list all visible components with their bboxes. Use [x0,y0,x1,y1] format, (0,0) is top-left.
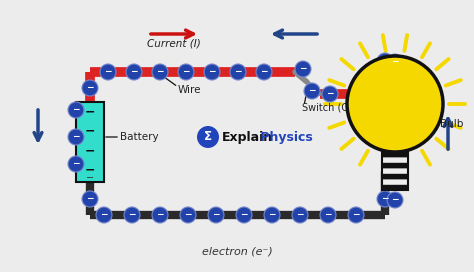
Circle shape [126,64,142,80]
Text: −: − [130,67,138,76]
Text: −: − [156,210,164,219]
Circle shape [236,207,252,223]
Text: −: − [100,210,108,219]
Text: Σ: Σ [204,131,212,144]
Text: −: − [85,163,95,177]
Circle shape [347,56,443,152]
Circle shape [197,126,219,148]
Text: −: − [391,57,399,66]
Circle shape [68,102,84,118]
Text: −: − [208,67,216,76]
Text: −: − [156,67,164,76]
Text: −: − [85,144,95,157]
Circle shape [256,64,272,80]
Text: −: − [352,89,360,98]
Text: −: − [128,210,136,219]
Circle shape [320,207,336,223]
Circle shape [292,207,308,223]
Text: −: − [381,56,389,65]
Text: Battery: Battery [120,132,159,142]
Circle shape [264,207,280,223]
Text: electron (e⁻): electron (e⁻) [201,247,273,257]
Text: −: − [212,210,220,219]
Text: Bulb: Bulb [440,119,464,129]
Circle shape [178,64,194,80]
Circle shape [152,64,168,80]
Circle shape [348,86,364,102]
Text: −: − [308,86,316,95]
Bar [382,185,408,190]
Text: −: − [72,132,80,141]
Text: −: − [86,194,94,203]
Text: −: − [240,210,248,219]
Text: −: − [85,106,95,119]
Text: −: − [296,210,304,219]
Circle shape [377,191,393,207]
Text: −: − [324,210,332,219]
Text: −: − [381,194,389,203]
Text: −: − [184,210,192,219]
Text: −: − [72,105,80,114]
Text: −: − [299,64,307,73]
Bar [382,152,408,157]
Circle shape [387,192,403,208]
Circle shape [348,207,364,223]
Text: Current (I): Current (I) [147,39,201,49]
Circle shape [100,64,116,80]
Text: Physics: Physics [256,131,313,144]
Bar [76,102,104,182]
Circle shape [82,80,98,96]
Circle shape [124,207,140,223]
Circle shape [96,207,112,223]
Text: −: − [182,67,190,76]
Circle shape [387,54,403,70]
Circle shape [68,156,84,172]
Circle shape [82,191,98,207]
Text: −: − [234,67,242,76]
Circle shape [377,53,393,69]
Bar [382,168,408,174]
Text: −: − [352,210,360,219]
Bar [382,163,408,168]
Text: Wire: Wire [178,85,201,95]
Circle shape [230,64,246,80]
Bar [382,174,408,179]
Circle shape [322,86,338,102]
Text: Switch (ON): Switch (ON) [302,103,360,113]
Text: −: − [268,210,276,219]
Circle shape [68,129,84,145]
Circle shape [304,83,320,99]
Circle shape [208,207,224,223]
Text: −: − [391,195,399,204]
Text: −: − [260,67,268,76]
Circle shape [180,207,196,223]
Text: −: − [86,83,94,92]
Text: Explain: Explain [222,131,273,144]
Bar [382,152,408,190]
Bar [382,179,408,185]
Text: −: − [104,67,112,76]
Circle shape [152,207,168,223]
Text: −: − [86,173,94,183]
Circle shape [295,61,311,77]
Text: −: − [72,159,80,168]
Circle shape [204,64,220,80]
Text: −: − [85,125,95,138]
Text: −: − [326,89,334,98]
Bar [382,157,408,163]
